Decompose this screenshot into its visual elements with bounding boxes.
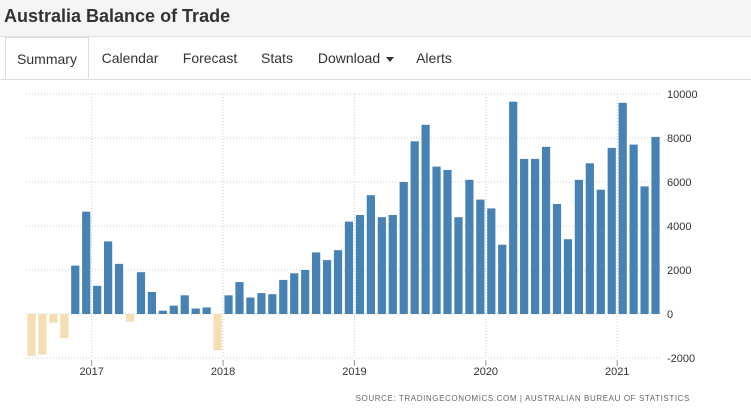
bar-2018-03 <box>246 297 255 314</box>
bar-2019-12 <box>476 199 485 314</box>
y-tick-label: 8000 <box>667 133 691 145</box>
bar-2016-09 <box>49 314 58 323</box>
bar-2016-07 <box>27 314 36 356</box>
tab-label: Alerts <box>416 50 452 66</box>
tab-label: Download <box>317 50 381 66</box>
bar-2019-08 <box>432 166 441 314</box>
chart-bars <box>27 101 660 356</box>
bar-2020-06 <box>541 146 551 314</box>
y-tick-label: -2000 <box>667 353 695 365</box>
bar-2020-07 <box>552 204 562 314</box>
bar-2021-01 <box>618 102 627 314</box>
bar-2018-12 <box>344 221 354 314</box>
bar-2018-01 <box>224 295 233 314</box>
tab-bar: Summary Calendar Forecast Stats Download… <box>0 37 751 80</box>
bar-2021-02 <box>629 144 638 314</box>
tab-label: Forecast <box>182 50 238 66</box>
bar-2020-03 <box>509 101 518 314</box>
page-title: Australia Balance of Trade <box>4 6 231 26</box>
bar-2017-05 <box>136 272 146 314</box>
bar-2019-05 <box>399 182 408 314</box>
y-axis-ticks: -2000 0 2000 4000 6000 8000 10000 <box>667 89 698 365</box>
bar-2017-04 <box>125 314 135 322</box>
tab-calendar[interactable]: Calendar <box>92 37 168 79</box>
bar-2020-09 <box>574 179 583 314</box>
bar-2019-01 <box>355 215 365 314</box>
bar-2018-10 <box>322 260 332 314</box>
bar-2018-06 <box>279 279 288 314</box>
bar-2016-11 <box>71 265 80 314</box>
tab-label: Summary <box>17 51 77 67</box>
tab-alerts[interactable]: Alerts <box>408 37 460 79</box>
bar-2017-10 <box>191 308 200 314</box>
x-tick-label: 2020 <box>474 366 498 378</box>
bar-2019-06 <box>410 141 419 314</box>
bar-2020-08 <box>563 239 573 314</box>
bar-2017-11 <box>202 307 211 314</box>
bar-2019-09 <box>443 169 452 314</box>
bar-2016-10 <box>60 314 69 339</box>
tab-stats[interactable]: Stats <box>252 37 302 79</box>
x-axis-ticks: 2017 2018 2019 2020 2021 <box>79 360 629 378</box>
tab-forecast[interactable]: Forecast <box>172 37 248 79</box>
bar-2017-12 <box>213 314 222 351</box>
balance-of-trade-chart: -2000 0 2000 4000 6000 8000 10000 2017 2018 2019… <box>26 89 698 378</box>
tab-download[interactable]: Download <box>306 37 406 79</box>
bar-2020-10 <box>585 163 594 314</box>
bar-2019-04 <box>388 215 397 314</box>
bar-2018-09 <box>312 252 321 314</box>
bar-2018-07 <box>290 273 299 314</box>
bar-2021-04 <box>651 136 660 314</box>
bar-2019-02 <box>366 195 375 314</box>
y-tick-label: 0 <box>667 309 673 321</box>
bar-2017-01 <box>93 285 102 314</box>
bar-2017-09 <box>180 295 189 314</box>
title-bar: Australia Balance of Trade <box>0 0 751 37</box>
x-tick-label: 2021 <box>605 366 629 378</box>
x-tick-label: 2017 <box>79 366 103 378</box>
x-tick-label: 2018 <box>211 366 235 378</box>
y-tick-label: 4000 <box>667 221 691 233</box>
bar-2018-05 <box>268 294 277 314</box>
tab-summary[interactable]: Summary <box>5 37 89 79</box>
x-tick-label: 2019 <box>342 366 366 378</box>
bar-2018-02 <box>235 282 244 314</box>
bar-2016-08 <box>38 314 47 355</box>
chart-grid <box>26 93 661 359</box>
bar-2020-02 <box>498 244 507 314</box>
bar-2019-03 <box>377 217 386 314</box>
source-note: SOURCE: TRADINGECONOMICS.COM | AUSTRALIA… <box>355 394 690 403</box>
y-tick-label: 2000 <box>667 265 691 277</box>
bar-2018-08 <box>301 270 310 314</box>
bar-2020-11 <box>596 189 605 314</box>
bar-2017-02 <box>104 241 113 314</box>
tab-label: Calendar <box>101 50 159 66</box>
bar-2020-12 <box>607 147 616 314</box>
bar-2017-07 <box>158 310 167 314</box>
bar-2019-07 <box>421 124 430 314</box>
tab-label: Stats <box>261 50 293 66</box>
bar-2018-11 <box>333 250 343 314</box>
bar-2019-11 <box>465 179 474 314</box>
bar-2016-12 <box>82 211 91 314</box>
bar-2020-04 <box>520 158 529 314</box>
bar-2020-01 <box>487 208 496 314</box>
y-tick-label: 10000 <box>667 89 698 101</box>
bar-2017-08 <box>169 305 178 314</box>
bar-2018-04 <box>257 293 266 314</box>
y-tick-label: 6000 <box>667 177 691 189</box>
bar-2019-10 <box>454 217 463 314</box>
bar-2017-03 <box>114 263 124 314</box>
caret-down-icon <box>386 56 395 62</box>
bar-2017-06 <box>147 292 157 314</box>
bar-2020-05 <box>530 158 540 314</box>
bar-2021-03 <box>640 186 649 314</box>
